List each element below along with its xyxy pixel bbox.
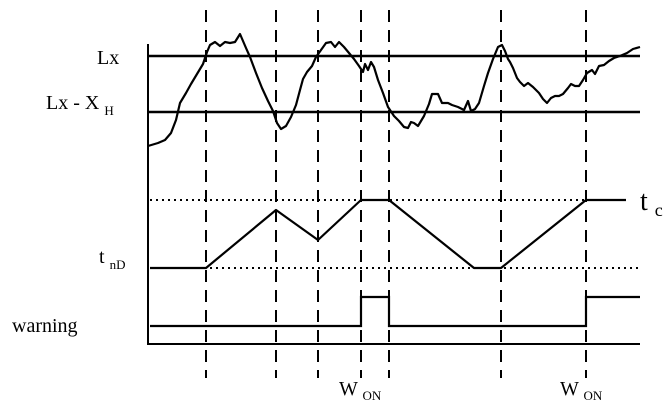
lx-label: Lx xyxy=(97,47,119,69)
counter-waveform xyxy=(150,198,626,270)
lx-minus-xh-label-subscript: H xyxy=(104,103,113,118)
won-label-2-text: W xyxy=(560,378,579,400)
tnd-label-subscript: nD xyxy=(110,257,126,272)
warning-label-text: warning xyxy=(12,315,78,337)
won-label-2-subscript: ON xyxy=(584,388,603,403)
tc-label-text: t xyxy=(640,186,648,217)
won-label-1-text: W xyxy=(339,378,358,400)
won-label-1-subscript: ON xyxy=(363,388,382,403)
lx-label-text: Lx xyxy=(97,47,119,69)
event-dashed-lines xyxy=(205,10,587,378)
warning-label: warning xyxy=(12,315,78,337)
warning-signal xyxy=(150,295,640,328)
signal-waveform xyxy=(147,32,641,148)
tc-label: t c xyxy=(640,186,663,220)
lx-minus-xh-label-text: Lx - X xyxy=(46,92,100,114)
tnd-label-text: t xyxy=(99,246,105,268)
won-label-1: W ON xyxy=(339,378,382,403)
tc-label-subscript: c xyxy=(655,200,663,220)
won-label-2: W ON xyxy=(560,378,603,403)
tnd-label: t nD xyxy=(99,246,125,272)
lx-minus-xh-label: Lx - X H xyxy=(46,92,114,118)
